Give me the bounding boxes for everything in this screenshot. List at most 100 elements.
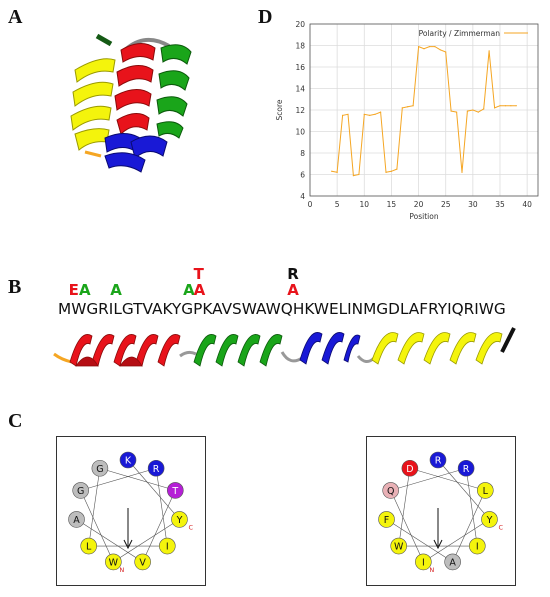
residue-letter: R (463, 464, 470, 475)
mutation-label: A (193, 281, 206, 299)
wheel-connection (99, 467, 176, 491)
series-line (331, 45, 517, 177)
residue-circle (134, 553, 151, 571)
helical-wheel-right: R R L Y I A I W F Q D C N (366, 436, 516, 586)
mutation-label: A (183, 281, 195, 299)
wheel-connection (155, 468, 168, 547)
data-point (450, 110, 452, 112)
y-tick-label: 14 (295, 85, 305, 94)
y-tick-label: 8 (300, 149, 305, 158)
wheel-connection (390, 490, 424, 563)
data-point (423, 48, 425, 50)
residue-letter: A (449, 557, 456, 568)
residue-circle (158, 537, 176, 555)
residue-circle (415, 553, 432, 571)
c-terminus-label: C (498, 523, 503, 531)
data-point (499, 105, 501, 107)
residue-circle (105, 553, 122, 571)
residue-circle (72, 482, 89, 499)
residue-letter: K (125, 456, 132, 467)
residue-letter: I (476, 542, 479, 553)
x-tick-label: 5 (335, 200, 340, 209)
data-point (358, 173, 360, 176)
residue-letter: I (422, 557, 425, 568)
data-point (439, 49, 441, 51)
wheel-connection (452, 490, 486, 563)
residue-letter: L (483, 486, 489, 497)
structure-helix-green (156, 44, 192, 139)
x-tick-label: 40 (522, 200, 532, 209)
wheel-connection (127, 459, 180, 520)
data-point (401, 107, 403, 109)
residue-letter: Y (486, 515, 493, 526)
wheel-frame (366, 436, 516, 586)
residue-letter: G (77, 486, 84, 497)
helix-ribbon (53, 327, 516, 367)
data-point (510, 105, 512, 107)
data-point (396, 168, 398, 170)
moment-arrow-head (433, 539, 443, 550)
x-axis-label: Position (409, 212, 438, 220)
panel-label-a: A (8, 6, 23, 28)
wheel-connection (437, 459, 490, 520)
ribbon-loop-2 (280, 351, 303, 363)
data-point (363, 113, 365, 115)
x-tick-label: 35 (495, 200, 505, 209)
residue-letter: Y (176, 515, 183, 526)
y-tick-label: 12 (295, 106, 305, 115)
mutation-label: R (287, 265, 299, 283)
wheel-connection (76, 519, 143, 563)
data-point (493, 107, 496, 109)
data-point (466, 110, 469, 112)
ribbon-helix-yellow (371, 332, 503, 365)
residue-letter: V (139, 557, 146, 568)
y-tick-label: 16 (295, 63, 305, 72)
panel-label-c: C (8, 410, 23, 432)
peptide-sequence: MWGRILGTVAKYGPKAVSWAWQHKWELINMGDLAFRYIQR… (58, 300, 506, 318)
plot-frame (309, 23, 539, 197)
data-point (483, 108, 485, 110)
x-tick-label: 25 (441, 200, 451, 209)
ribbon-c-terminus (500, 327, 516, 353)
residue-circle (382, 482, 399, 499)
residue-circle (80, 537, 98, 555)
y-tick-label: 10 (295, 128, 305, 137)
mutation-label: A (110, 281, 122, 299)
mutation-label: E (68, 281, 79, 299)
moment-arrow-head (123, 539, 133, 550)
structure-helix-blue (104, 133, 168, 173)
n-terminus-label: N (429, 566, 434, 574)
panel-label-d: D (258, 6, 273, 28)
data-point (504, 105, 507, 107)
ribbon-loop-3 (356, 355, 376, 363)
data-point (379, 111, 382, 113)
x-tick-label: 15 (387, 200, 397, 209)
residue-circle (68, 511, 85, 528)
y-tick-label: 20 (295, 20, 305, 29)
data-point (455, 111, 458, 113)
wheel-connection (386, 519, 453, 563)
residue-letter: W (109, 557, 119, 568)
residue-letter: A (73, 515, 80, 526)
ribbon-helix-blue (299, 332, 361, 365)
ribbon-n-terminus (53, 352, 73, 364)
wheel-connection (465, 468, 478, 547)
data-point (385, 171, 387, 173)
data-point (417, 45, 420, 48)
data-point (434, 45, 436, 48)
wheel-connection (113, 519, 180, 563)
mutation-label: T (193, 265, 204, 283)
residue-circle (147, 459, 165, 477)
residue-circle (444, 553, 461, 571)
residue-letter: I (166, 542, 169, 553)
mutation-label: A (79, 281, 91, 299)
structure-c-terminus (84, 150, 102, 158)
residue-letter: Q (387, 486, 394, 497)
data-point (336, 171, 338, 173)
data-point (472, 109, 474, 111)
x-tick-label: 30 (468, 200, 478, 209)
residue-circle (167, 482, 184, 499)
wheel-connection (409, 467, 486, 491)
residue-letter: R (435, 456, 442, 467)
residue-circle (477, 482, 494, 499)
